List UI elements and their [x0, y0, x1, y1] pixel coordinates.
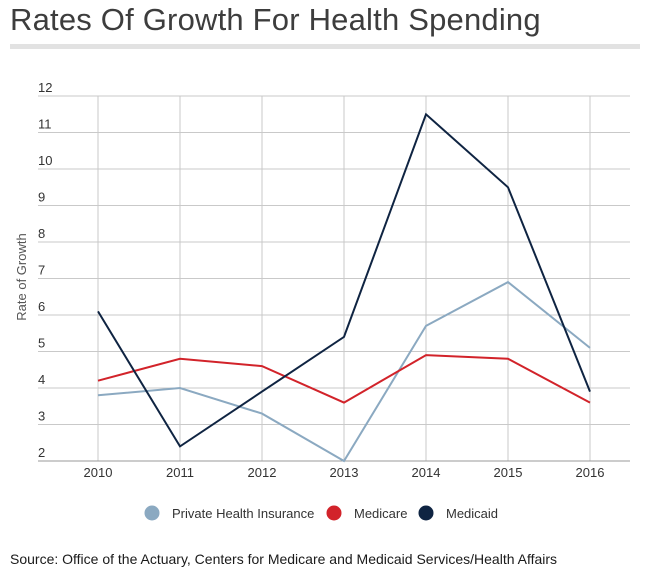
series-lines [97, 112, 591, 463]
x-tick-label: 2016 [576, 465, 605, 480]
source-note: Source: Office of the Actuary, Centers f… [10, 551, 558, 567]
title-divider [10, 44, 640, 49]
grid-lines [38, 95, 630, 462]
y-axis-label: Rate of Growth [14, 233, 29, 320]
legend-swatch [418, 505, 434, 521]
legend-swatch [326, 505, 342, 521]
y-tick-label: 10 [38, 153, 52, 168]
x-axis-ticks: 2010 2011 2012 2013 2014 2015 2016 [84, 465, 605, 480]
y-tick-label: 12 [38, 80, 52, 95]
y-tick-label: 7 [38, 263, 45, 278]
legend: Private Health Insurance Medicare Medicaid [144, 505, 498, 521]
legend-swatch [144, 505, 160, 521]
y-tick-label: 6 [38, 299, 45, 314]
x-tick-label: 2010 [84, 465, 113, 480]
y-tick-label: 9 [38, 190, 45, 205]
chart-title: Rates Of Growth For Health Spending [10, 2, 541, 37]
series-line-private-health-insurance [97, 280, 591, 463]
y-tick-label: 5 [38, 336, 45, 351]
y-tick-label: 4 [38, 372, 45, 387]
y-tick-label: 11 [38, 117, 52, 132]
x-tick-label: 2014 [412, 465, 441, 480]
series-line-medicare [97, 354, 591, 404]
x-tick-label: 2013 [330, 465, 359, 480]
y-tick-label: 2 [38, 445, 45, 460]
series-line-medicaid [97, 112, 591, 448]
y-axis-ticks: 2 3 4 5 6 7 8 9 10 11 12 [38, 80, 52, 460]
x-tick-label: 2011 [166, 465, 194, 480]
legend-label: Medicaid [446, 506, 498, 521]
y-tick-label: 8 [38, 226, 45, 241]
legend-label: Private Health Insurance [172, 506, 314, 521]
y-tick-label: 3 [38, 409, 45, 424]
legend-label: Medicare [354, 506, 407, 521]
x-tick-label: 2015 [494, 465, 523, 480]
x-tick-label: 2012 [248, 465, 277, 480]
